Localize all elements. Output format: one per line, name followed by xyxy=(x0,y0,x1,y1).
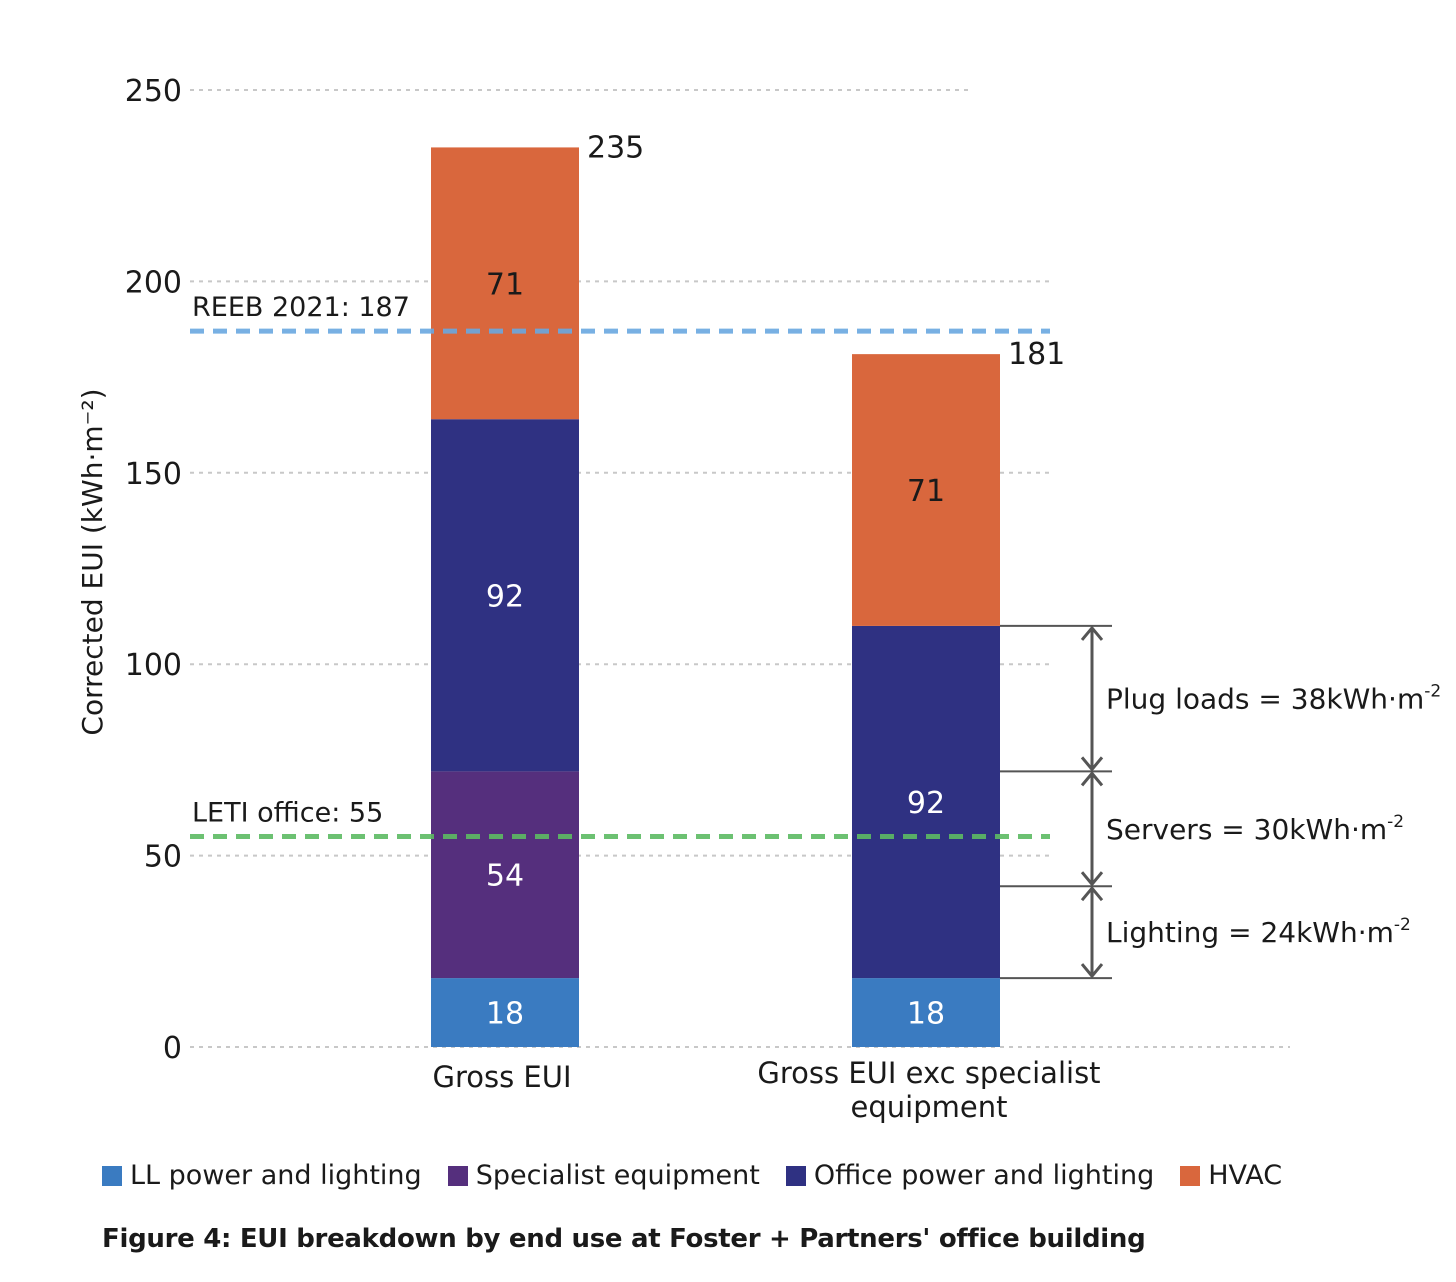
annotation-label-text: Lighting = 24kWh·m xyxy=(1106,916,1394,949)
bar-segment xyxy=(431,771,579,979)
bar-segment xyxy=(431,978,579,1047)
y-axis-label: Corrected EUI (kWh·m⁻²) xyxy=(76,388,109,735)
y-tick-label: 200 xyxy=(125,265,182,300)
gridlines xyxy=(190,89,1290,1048)
y-tick-label: 50 xyxy=(144,840,182,875)
annotation-arrowhead-top xyxy=(1080,625,1104,641)
bar-segment-label: 71 xyxy=(486,267,524,302)
bar-segment xyxy=(431,147,579,420)
bar-total-label: 235 xyxy=(587,130,644,165)
bar-segment xyxy=(852,625,1000,979)
category-label: Gross EUI exc specialist equipment xyxy=(757,1056,1100,1124)
annotation-arrowhead-top xyxy=(1080,885,1104,902)
annotation-arrowhead-bottom xyxy=(1080,871,1104,887)
legend-item: Office power and lighting xyxy=(785,1160,1155,1191)
y-tick-label: 100 xyxy=(125,648,182,683)
annotation-label: Servers = 30kWh·m-2 xyxy=(1106,812,1404,846)
y-tick-label: 0 xyxy=(163,1031,182,1066)
reference-line-label: LETI office: 55 xyxy=(192,797,383,828)
annotation-arrowhead-top xyxy=(1080,771,1104,787)
annotation-label: Plug loads = 38kWh·m-2 xyxy=(1106,682,1441,716)
legend-swatch xyxy=(447,1165,468,1186)
legend-swatch xyxy=(102,1165,122,1186)
eui-stacked-bar-chart: 0 50 100 150 200 250 18 54 92 71 235 18 92 71 181 REE… xyxy=(76,74,1441,1124)
annotation-label-superscript: -2 xyxy=(1387,812,1404,832)
annotation-label-text: Plug loads = 38kWh·m xyxy=(1106,683,1424,716)
bar-segment xyxy=(852,978,1000,1047)
bars: 18 54 92 71 235 18 92 71 181 xyxy=(431,130,1065,1047)
category-label: Gross EUI xyxy=(432,1060,571,1094)
reference-lines: REEB 2021: 187 LETI office: 55 xyxy=(190,292,1050,839)
legend-swatch xyxy=(785,1165,806,1186)
legend-item: Specialist equipment xyxy=(447,1160,760,1191)
legend-label: HVAC xyxy=(1208,1160,1283,1191)
legend-swatch xyxy=(1180,1165,1201,1186)
bar-segment-label: 54 xyxy=(486,859,524,894)
y-tick-label: 150 xyxy=(125,457,182,492)
legend-item: HVAC xyxy=(1180,1160,1282,1191)
legend: LL power and lighting Specialist equipmen… xyxy=(102,1160,1282,1191)
category-label-line: Gross EUI exc specialist xyxy=(757,1056,1100,1090)
reference-line-label: REEB 2021: 187 xyxy=(192,292,410,323)
legend-label: Specialist equipment xyxy=(475,1160,760,1191)
bar-segment-label: 92 xyxy=(486,579,524,614)
legend-label: LL power and lighting xyxy=(130,1160,422,1191)
annotation-arrowhead-bottom xyxy=(1080,963,1104,979)
y-axis-ticks: 0 50 100 150 200 250 xyxy=(125,74,182,1066)
annotation-label-superscript: -2 xyxy=(1394,915,1411,935)
bar-segment xyxy=(431,419,579,772)
annotation-label: Lighting = 24kWh·m-2 xyxy=(1106,915,1411,949)
bar-segment-label: 71 xyxy=(907,474,945,509)
legend-item: LL power and lighting xyxy=(102,1160,422,1191)
category-label-line: equipment xyxy=(851,1090,1008,1124)
bar-segment-label: 18 xyxy=(907,997,945,1032)
bar-total-label: 181 xyxy=(1008,337,1065,372)
annotation-label-superscript: -2 xyxy=(1424,682,1441,702)
bar-segment-label: 92 xyxy=(907,786,945,821)
bar-segment xyxy=(852,354,1000,626)
figure-caption: Figure 4: EUI breakdown by end use at Fo… xyxy=(102,1224,1146,1254)
annotation-arrowhead-bottom xyxy=(1080,756,1104,772)
annotation-label-text: Servers = 30kWh·m xyxy=(1106,813,1387,846)
bar-segment-label: 18 xyxy=(486,997,524,1032)
category-labels: Gross EUI Gross EUI exc specialist equipme… xyxy=(432,1056,1100,1124)
legend-label: Office power and lighting xyxy=(813,1160,1155,1191)
y-tick-label: 250 xyxy=(125,74,182,109)
